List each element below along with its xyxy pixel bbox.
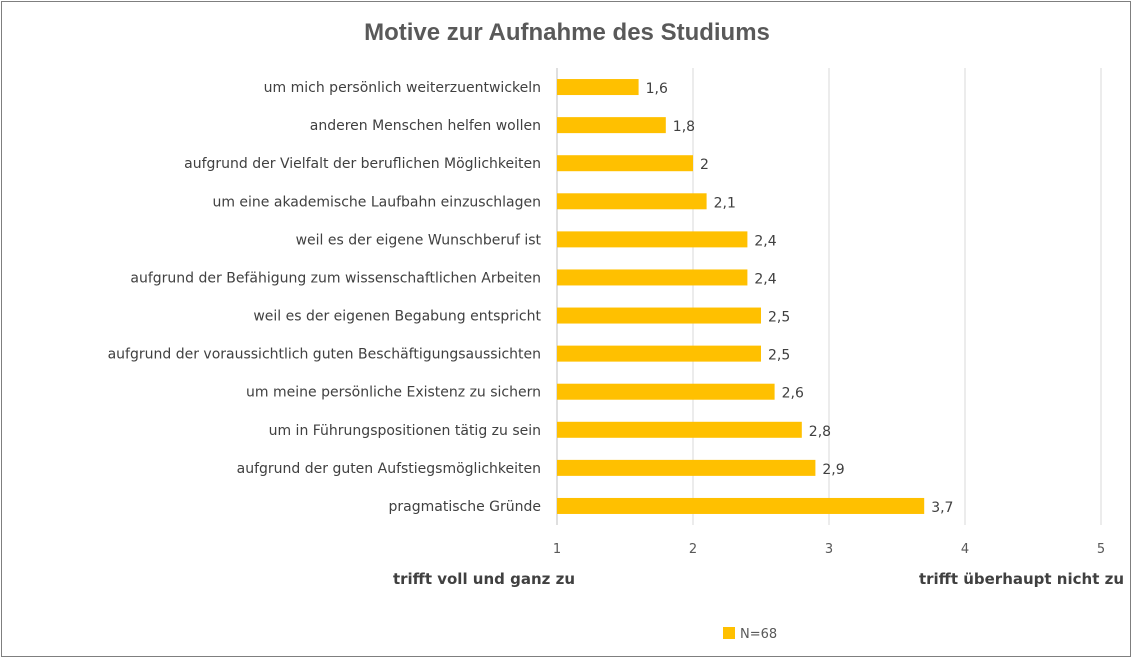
category-label: um meine persönliche Existenz zu sichern [246, 385, 541, 401]
data-label: 2,4 [754, 271, 776, 287]
bar [557, 155, 693, 172]
x-tick-label: 5 [1097, 542, 1105, 557]
bar [557, 497, 925, 514]
data-label: 1,8 [673, 119, 695, 135]
bar [557, 231, 748, 248]
category-label: anderen Menschen helfen wollen [310, 118, 541, 134]
bar [557, 345, 761, 362]
category-label: aufgrund der Befähigung zum wissenschaft… [130, 270, 541, 286]
category-label: weil es der eigenen Begabung entspricht [253, 309, 541, 325]
x-tick-label: 2 [689, 542, 697, 557]
scale-label-right: trifft überhaupt nicht zu [919, 570, 1124, 588]
data-label: 2 [700, 157, 709, 173]
bar [557, 459, 816, 476]
bar [557, 421, 802, 438]
data-label: 2,8 [809, 424, 831, 440]
scale-label-left: trifft voll und ganz zu [393, 570, 575, 588]
data-label: 2,9 [822, 462, 844, 478]
category-labels: um mich persönlich weiterzuentwickeln and… [108, 80, 542, 515]
bar [557, 269, 748, 286]
data-label: 2,4 [754, 233, 776, 249]
data-label: 2,5 [768, 310, 790, 326]
data-label: 3,7 [931, 500, 953, 516]
data-label: 1,6 [646, 81, 668, 97]
legend-label: N=68 [740, 627, 777, 642]
data-label: 2,5 [768, 348, 790, 364]
bar [557, 193, 707, 210]
x-tick-label: 3 [825, 542, 833, 557]
bar [557, 117, 666, 134]
chart-title: Motive zur Aufnahme des Studiums [364, 19, 770, 46]
bar [557, 383, 775, 400]
bar [557, 307, 761, 324]
x-tick-label: 4 [961, 542, 969, 557]
data-label: 2,6 [782, 386, 804, 402]
category-label: aufgrund der voraussichtlich guten Besch… [108, 347, 541, 363]
category-label: pragmatische Gründe [389, 499, 541, 515]
category-label: aufgrund der Vielfalt der beruflichen Mö… [184, 156, 541, 172]
gridlines [556, 68, 1102, 525]
category-label: um eine akademische Laufbahn einzuschlag… [212, 194, 541, 210]
legend: N=68 [723, 627, 777, 642]
category-label: weil es der eigene Wunschberuf ist [296, 232, 542, 248]
category-label: aufgrund der guten Aufstiegsmöglichkeite… [237, 461, 541, 477]
bar [557, 79, 639, 96]
value-labels: 1,6 1,8 2 2,1 2,4 2,4 2,5 2,5 2,6 2,8 2,9 3,7 [646, 81, 954, 516]
data-label: 2,1 [714, 195, 736, 211]
category-label: um mich persönlich weiterzuentwickeln [264, 80, 541, 96]
legend-swatch [723, 627, 735, 639]
x-tick-label: 1 [553, 542, 561, 557]
category-label: um in Führungspositionen tätig zu sein [269, 423, 541, 439]
bars [557, 79, 925, 514]
x-axis-ticks: 1 2 3 4 5 [553, 542, 1105, 557]
